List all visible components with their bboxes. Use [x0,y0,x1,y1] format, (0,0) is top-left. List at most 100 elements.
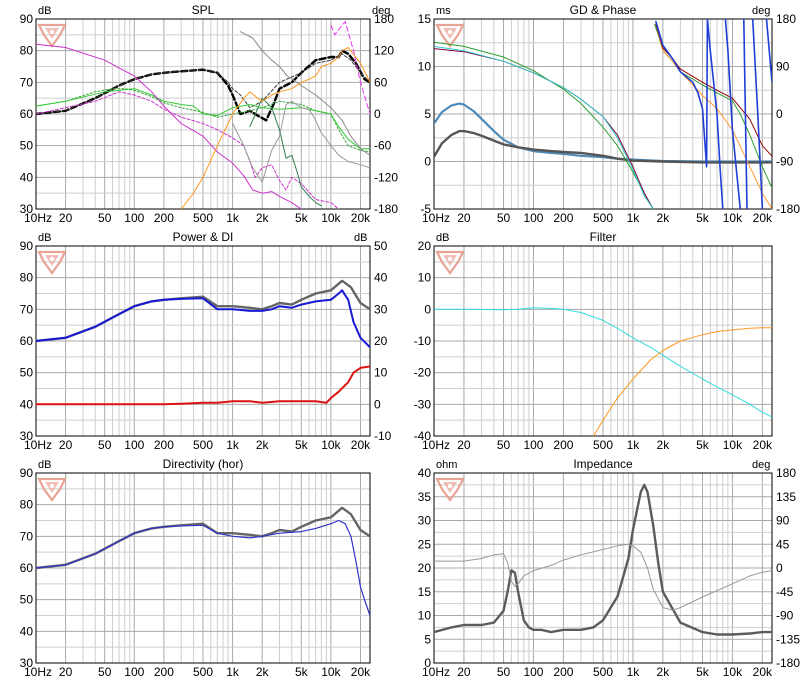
x-tick-label: 100 [124,665,144,679]
series-line-0 [434,307,772,418]
series-line-1 [36,53,370,115]
y-tick-label-left: 80 [20,44,34,58]
y-tick-label-left: 5 [424,107,431,121]
y-tick-label-left: 50 [20,593,34,607]
x-tick-label: 50 [98,438,112,452]
brand-logo-icon [37,477,67,502]
y-tick-label-left: 35 [418,490,432,504]
x-tick-label: 2k [256,665,270,679]
y-tick-label-right: -60 [374,139,392,153]
y-tick-label-right: -180 [776,202,800,216]
x-tick-label: 1k [627,211,641,225]
y-tick-label-right: 60 [374,75,388,89]
x-tick-label: 20 [457,438,471,452]
x-tick-label: 20 [59,665,73,679]
y-tick-label-left: 70 [20,302,34,316]
y-tick-label-left: -5 [420,202,431,216]
directivity-title: Directivity (hor) [163,457,244,471]
y-tick-label-right: 135 [776,490,796,504]
y-tick-label-left: 10 [418,271,432,285]
series-line-3 [36,88,370,150]
x-tick-label: 20k [351,211,371,225]
y-tick-label-left: 10 [418,609,432,623]
y-tick-label-left: 80 [20,498,34,512]
series-group [434,483,772,636]
grid [434,473,772,663]
y-tick-label-left: 50 [20,139,34,153]
x-tick-label: 10k [321,211,341,225]
filter-chart: Filter dB 10Hz 20 50 100 200 500 1k 2k 5k 10k 20k-… [414,230,773,452]
directivity-chart: Directivity (hor) dB 10Hz 20 50 100 200 500 1k… [20,457,372,679]
y-tick-label-right: -135 [776,632,800,646]
x-tick-label: 5k [696,211,710,225]
series-line-2 [36,88,370,153]
series-line-0 [434,483,772,636]
y-tick-label-right: 180 [374,12,394,26]
y-tick-label-left: 30 [20,656,34,670]
power-di-chart: Power & DI dB dB 10Hz 20 50 100 200 500 1k 2k 5k… [20,230,392,452]
y-tick-label-right: 0 [374,397,381,411]
impedance-ylabel-left: ohm [436,459,457,471]
brand-logo-icon [37,23,67,48]
y-tick-label-left: 20 [418,561,432,575]
x-tick-label: 2k [256,438,270,452]
series-line-7 [232,100,370,183]
spl-ylabel-left: dB [38,5,51,17]
series-line-1 [592,327,772,436]
y-tick-label-left: 30 [418,514,432,528]
x-tick-label: 200 [553,665,573,679]
x-tick-label: 100 [523,665,543,679]
y-tick-label-left: 5 [424,632,431,646]
series-line-4 [434,45,654,209]
y-tick-label-right: -180 [776,656,800,670]
directivity-ylabel-left: dB [38,459,51,471]
x-tick-label: 200 [553,438,573,452]
y-tick-label-right: 10 [374,366,388,380]
x-tick-label: 500 [593,665,613,679]
brand-logo-icon [435,250,465,275]
x-tick-label: 10k [723,211,743,225]
impedance-ylabel-right: deg [752,459,770,471]
impedance-title: Impedance [573,457,633,471]
series-line-4 [36,43,303,209]
y-tick-label-right: 90 [776,514,790,528]
y-tick-label-left: 70 [20,529,34,543]
x-tick-label: 20 [457,665,471,679]
x-tick-label: 2k [657,211,671,225]
filter-title: Filter [590,230,617,244]
gd-phase-ylabel-left: ms [436,5,451,17]
filter-ylabel-left: dB [436,232,449,244]
series-line-1 [36,289,370,349]
x-tick-label: 20 [457,211,471,225]
y-tick-label-right: 45 [776,537,790,551]
y-tick-label-right: 0 [374,107,381,121]
x-tick-label: 20 [59,438,73,452]
y-tick-label-left: 90 [20,239,34,253]
y-tick-label-left: 25 [418,537,432,551]
x-tick-label: 200 [553,211,573,225]
series-group [434,19,772,209]
series-line-2 [36,365,370,406]
x-tick-label: 5k [295,211,309,225]
series-group [36,279,370,406]
grid [36,246,370,436]
grid [434,246,772,436]
y-tick-label-left: 10 [418,60,432,74]
y-tick-label-right: 90 [776,60,790,74]
series-line-6 [249,97,322,207]
y-tick-label-left: 80 [20,271,34,285]
y-tick-label-left: 20 [418,239,432,253]
y-tick-label-right: 50 [374,239,388,253]
x-tick-label: 5k [696,665,710,679]
x-tick-label: 10Hz [24,665,52,679]
y-tick-label-right: -120 [374,170,398,184]
x-tick-label: 2k [657,665,671,679]
x-tick-label: 20k [351,438,371,452]
y-tick-label-left: 50 [20,366,34,380]
series-line-10 [330,21,370,115]
x-tick-label: 10k [321,665,341,679]
y-tick-label-right: -90 [776,155,794,169]
y-tick-label-right: 30 [374,302,388,316]
x-tick-label: 20k [351,665,371,679]
